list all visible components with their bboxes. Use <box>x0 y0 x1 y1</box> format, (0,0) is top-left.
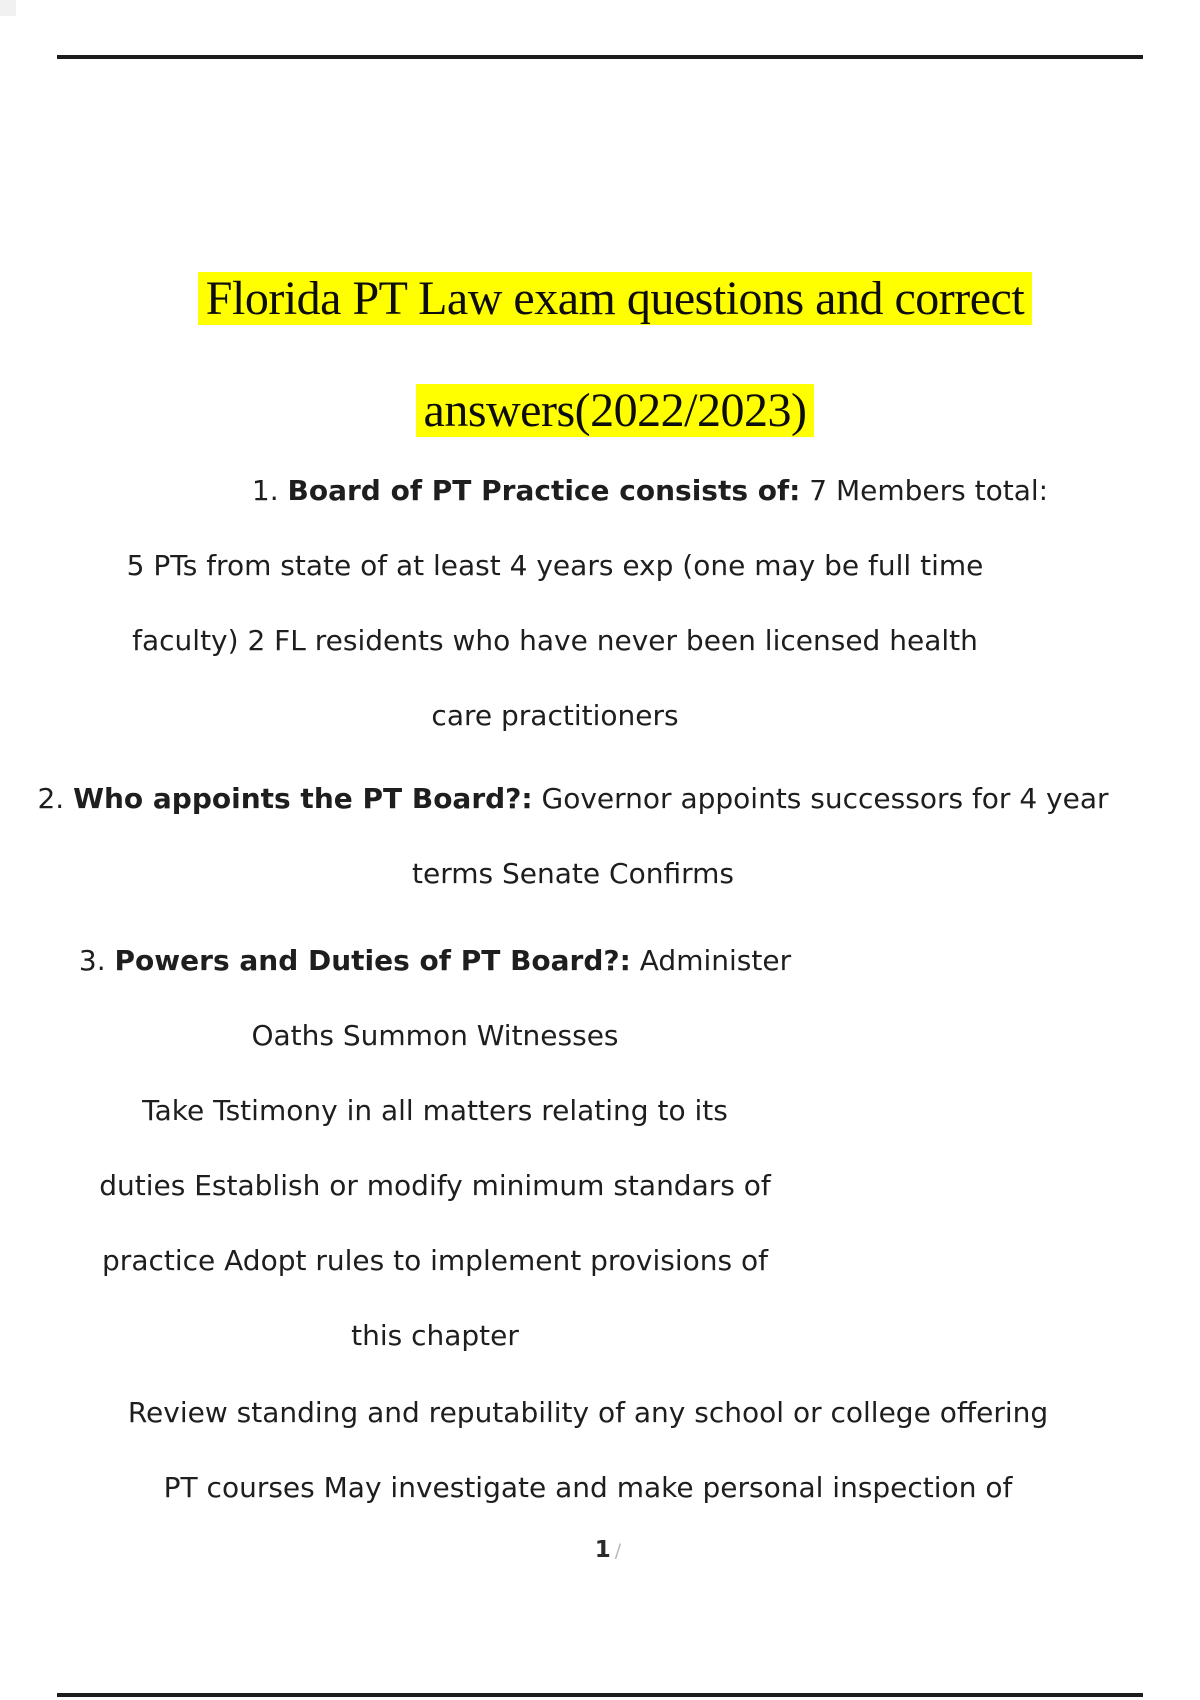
question-3-line-1: 3. Powers and Duties of PT Board?: Admin… <box>79 944 791 977</box>
title-line-2: answers(2022/2023) <box>415 384 815 438</box>
question-1-line-4: care practitioners <box>431 699 679 732</box>
question-3-number: 3. <box>78 944 106 977</box>
corner-artifact <box>0 0 16 16</box>
question-3-line-3: Take Tstimony in all matters relating to… <box>142 1094 728 1127</box>
question-3: 3. Powers and Duties of PT Board?: Admin… <box>0 923 870 1373</box>
question-1-line-3: faculty) 2 FL residents who have never b… <box>132 624 978 657</box>
footer-rule <box>57 1693 1143 1697</box>
question-3-line-7: Review standing and reputability of any … <box>127 1396 1049 1429</box>
page-number-separator: / <box>614 1540 622 1562</box>
question-2-prompt: Who appoints the PT Board?: <box>73 782 533 815</box>
question-2: 2. Who appoints the PT Board?: Governor … <box>0 761 1146 911</box>
question-1-line-2: 5 PTs from state of at least 4 years exp… <box>126 549 984 582</box>
question-3-line-5: practice Adopt rules to implement provis… <box>102 1244 768 1277</box>
question-1-number: 1. <box>251 474 279 507</box>
question-3-continued: Review standing and reputability of any … <box>0 1375 1176 1525</box>
question-2-line-1: 2. Who appoints the PT Board?: Governor … <box>37 782 1108 815</box>
question-2-number: 2. <box>37 782 65 815</box>
header-rule <box>57 55 1143 59</box>
question-1: 1. Board of PT Practice consists of: 7 M… <box>0 453 1110 753</box>
question-1-line-1: 1. Board of PT Practice consists of: 7 M… <box>252 474 1048 507</box>
page-number: 1/ <box>0 1536 1200 1565</box>
page-number-value: 1 <box>594 1537 611 1563</box>
question-2-answer-start: Governor appoints successors for 4 year <box>532 782 1109 815</box>
question-3-answer-start: Administer <box>630 944 792 977</box>
question-1-prompt: Board of PT Practice consists of: <box>287 474 801 507</box>
question-3-line-2: Oaths Summon Witnesses <box>251 1019 619 1052</box>
title-line-1: Florida PT Law exam questions and correc… <box>197 272 1033 326</box>
question-2-line-2: terms Senate Confirms <box>412 857 734 890</box>
question-3-line-4: duties Establish or modify minimum stand… <box>99 1169 771 1202</box>
question-3-line-6: this chapter <box>351 1319 519 1352</box>
question-3-prompt: Powers and Duties of PT Board?: <box>114 944 631 977</box>
page-title: Florida PT Law exam questions and correc… <box>0 243 1200 467</box>
question-3-line-8: PT courses May investigate and make pers… <box>163 1471 1013 1504</box>
question-1-answer-start: 7 Members total: <box>800 474 1049 507</box>
